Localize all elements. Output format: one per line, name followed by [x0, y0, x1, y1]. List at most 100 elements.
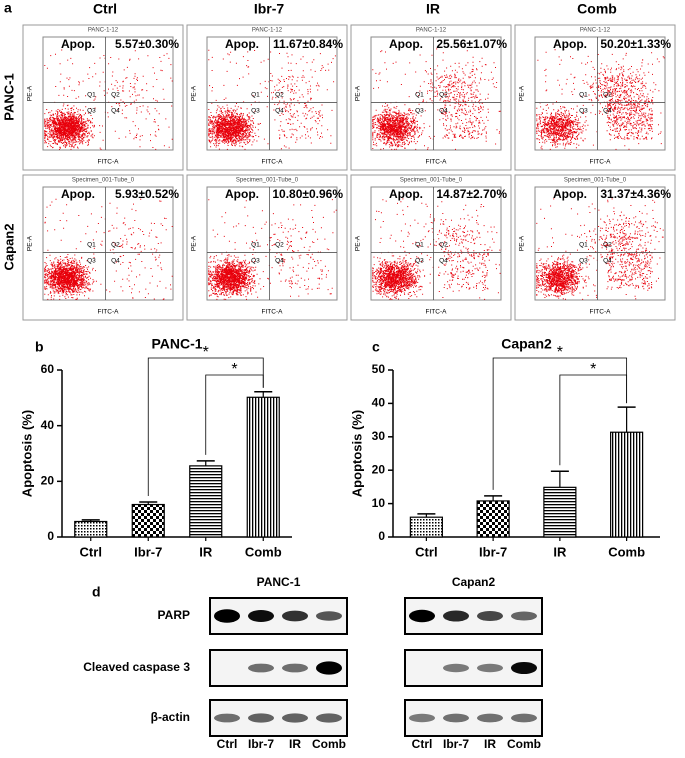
blot-band — [477, 610, 503, 622]
quadrant-label: Q2 — [111, 241, 120, 248]
scatter-dots — [536, 198, 664, 300]
apop-value: 14.87±2.70% — [436, 187, 507, 201]
quadrant-label: Q3 — [87, 107, 96, 114]
scatter-dots — [372, 198, 501, 300]
plot-axes — [534, 186, 666, 301]
quadrant-label: Q3 — [87, 257, 96, 264]
blot-band — [477, 713, 503, 723]
blot-band — [511, 713, 537, 723]
lane-label: Comb — [507, 737, 541, 751]
plot-frame — [186, 174, 348, 321]
quadrant-label: Q2 — [275, 241, 284, 248]
x-axis-label: FITC-A — [262, 309, 284, 316]
quadrant-label: Q1 — [415, 91, 424, 98]
x-tick-label: Ibr-7 — [479, 544, 507, 559]
blot-band — [282, 610, 308, 622]
apop-label: Apop. — [225, 187, 259, 201]
quadrant-label: Q4 — [111, 257, 120, 264]
quadrant-label: Q3 — [579, 257, 588, 264]
apop-value: 25.56±1.07% — [436, 37, 507, 51]
significance-bracket — [205, 374, 264, 455]
apop-label: Apop. — [225, 37, 259, 51]
x-tick-label: IR — [553, 544, 567, 559]
x-axis-label: FITC-A — [262, 159, 284, 166]
chart-title: Capan2 — [501, 336, 552, 352]
blot-band — [409, 609, 435, 623]
bar — [74, 520, 108, 538]
y-axis-label: PE-A — [355, 85, 362, 101]
quadrant-label: Q2 — [439, 241, 448, 248]
blot-band — [282, 713, 308, 723]
x-axis-label: FITC-A — [590, 159, 612, 166]
blot-band — [477, 663, 503, 673]
row-label: PANC-1 — [1, 73, 16, 120]
significance-label: * — [231, 361, 237, 378]
quadrant-label: Q2 — [275, 91, 284, 98]
blot-band — [316, 661, 342, 675]
blot-band — [248, 610, 274, 622]
bar — [246, 396, 280, 538]
blot-band — [443, 713, 469, 723]
blot-band — [282, 663, 308, 673]
scatter-dots — [536, 48, 665, 150]
specimen-label: PANC-1-12 — [88, 28, 119, 34]
blot-row-label: β-actin — [151, 710, 190, 724]
x-tick-label: Comb — [245, 544, 282, 559]
x-axis-label: FITC-A — [426, 309, 448, 316]
y-tick-label: 60 — [41, 362, 55, 376]
y-axis-title: Apoptosis (%) — [19, 410, 34, 497]
y-axis-label: PE-A — [355, 235, 362, 251]
quadrant-label: Q3 — [415, 257, 424, 264]
lane-label: IR — [484, 737, 496, 751]
panel-label: b — [35, 339, 44, 355]
blot-band — [511, 611, 537, 621]
quadrant-label: Q1 — [251, 241, 260, 248]
plot-frame — [350, 174, 512, 321]
y-axis-title: Apoptosis (%) — [349, 410, 364, 497]
plot-axes — [370, 36, 502, 151]
significance-label: * — [557, 344, 563, 361]
quadrant-label: Q3 — [415, 107, 424, 114]
y-tick-label: 50 — [372, 362, 386, 376]
bar — [610, 431, 644, 538]
specimen-label: Specimen_001-Tube_0 — [72, 178, 135, 184]
y-axis-label: PE-A — [27, 235, 34, 251]
y-tick-label: 20 — [41, 474, 55, 488]
quadrant-label: Q1 — [87, 241, 96, 248]
y-axis-label: PE-A — [519, 235, 526, 251]
quadrant-label: Q4 — [275, 257, 284, 264]
blot-band — [443, 610, 469, 622]
blot-title: PANC-1 — [257, 575, 301, 589]
x-tick-label: IR — [199, 544, 213, 559]
specimen-label: Specimen_001-Tube_0 — [236, 178, 299, 184]
lane-label: Ibr-7 — [443, 737, 469, 751]
quadrant-label: Q2 — [111, 91, 120, 98]
blot-band — [511, 661, 537, 675]
significance-label: * — [590, 361, 596, 378]
y-tick-label: 0 — [378, 529, 385, 543]
blot-title: Capan2 — [452, 575, 496, 589]
panel-label: a — [4, 0, 12, 16]
quadrant-label: Q4 — [439, 257, 448, 264]
scatter-dots — [372, 48, 501, 150]
quadrant-label: Q3 — [251, 107, 260, 114]
specimen-label: Specimen_001-Tube_0 — [564, 178, 627, 184]
blot-band — [316, 713, 342, 723]
plot-axes — [206, 186, 338, 301]
row-label: Capan2 — [1, 224, 16, 271]
quadrant-label: Q1 — [579, 91, 588, 98]
lane-label: IR — [289, 737, 301, 751]
quadrant-label: Q4 — [111, 107, 120, 114]
quadrant-label: Q1 — [579, 241, 588, 248]
y-axis-label: PE-A — [191, 235, 198, 251]
column-header: Ctrl — [93, 1, 117, 17]
blot-band — [214, 713, 240, 723]
specimen-label: Specimen_001-Tube_0 — [400, 178, 463, 184]
plot-frame — [186, 24, 348, 171]
lane-label: Ctrl — [412, 737, 433, 751]
apop-value: 11.67±0.84% — [273, 37, 343, 51]
column-header: IR — [426, 1, 440, 17]
x-axis-label: FITC-A — [590, 309, 612, 316]
specimen-label: PANC-1-12 — [416, 28, 447, 34]
plot-axes — [42, 36, 174, 151]
